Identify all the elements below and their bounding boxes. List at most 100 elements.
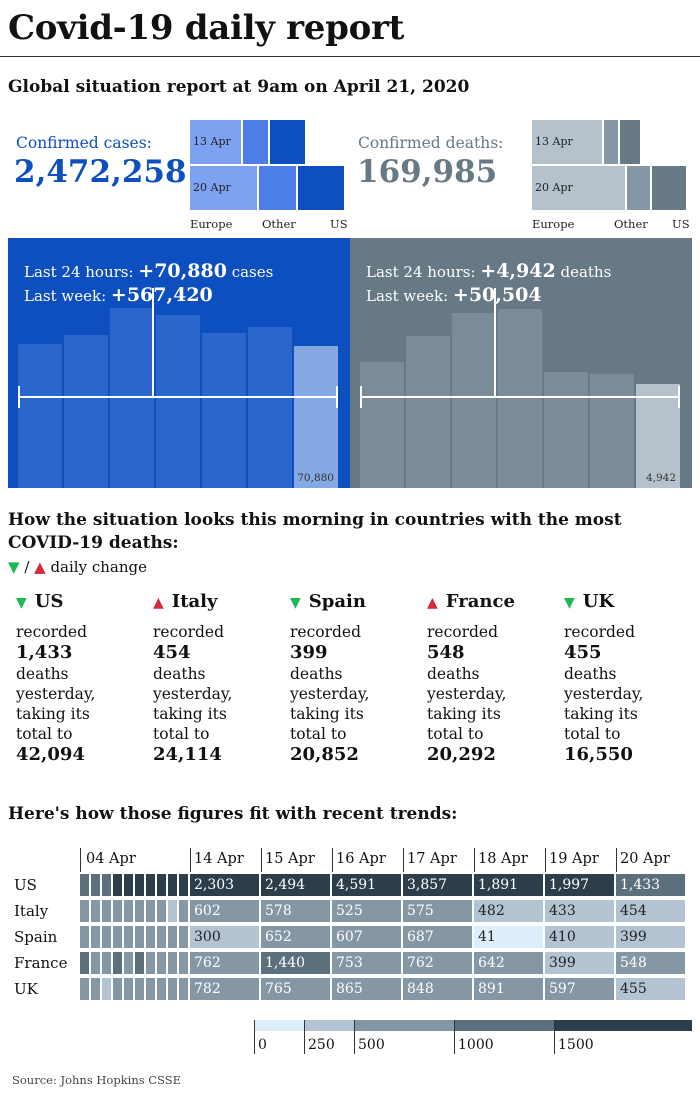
deaths-text: deaths (427, 665, 480, 683)
scale-swatch (454, 1020, 554, 1031)
deaths-daily-bar (452, 313, 496, 488)
heatmap-cell: 1,433 (616, 874, 685, 896)
deaths-text: deaths (564, 665, 617, 683)
date-separator (261, 848, 262, 872)
cases-week-line: Last week: +567,420 (24, 284, 213, 306)
row-label-spain: Spain (14, 928, 58, 946)
heatmap-cell (146, 978, 155, 1000)
taking-text: taking its (290, 705, 364, 723)
heatmap-cell-value: 652 (265, 929, 292, 945)
deaths-last-value-label: 4,942 (645, 472, 676, 484)
title-divider (0, 56, 700, 57)
heatmap-cell-value: 399 (549, 955, 576, 971)
date-header: 18 Apr (478, 851, 528, 867)
yesterday-text: yesterday, (153, 685, 233, 703)
deaths-text: deaths (16, 665, 69, 683)
heatmap-cell (168, 978, 177, 1000)
country-name: ▼ UK (564, 591, 694, 612)
heatmap-cell: 410 (545, 926, 614, 948)
country-name: ▲ Italy (153, 591, 283, 612)
heatmap-cell: 399 (545, 952, 614, 974)
heatmap-cell (91, 952, 100, 974)
heatmap-cell (91, 900, 100, 922)
date-separator (332, 848, 333, 872)
heatmap-cell: 765 (261, 978, 330, 1000)
deaths-daily-bar (406, 336, 450, 488)
total-to-text: total to (427, 725, 484, 743)
heatmap-cell (179, 900, 188, 922)
country-name-text: US (34, 591, 64, 612)
country-italy: ▲ Italy recorded 454 deaths yesterday, taking … (153, 591, 283, 766)
date-header: 04 Apr (86, 851, 136, 867)
heatmap-cell (168, 900, 177, 922)
taking-text: taking its (564, 705, 638, 723)
scale-tick-label: 250 (308, 1037, 335, 1053)
deaths-daily-bar (360, 362, 404, 488)
heatmap-cell-value: 1,891 (478, 877, 519, 893)
total-to-text: total to (290, 725, 347, 743)
deaths-text: deaths (290, 665, 343, 683)
heatmap-cell: 482 (474, 900, 543, 922)
heatmap-cell (135, 952, 144, 974)
deaths-24h-line: Last 24 hours: +4,942 deaths (366, 260, 612, 282)
deaths-axis-us: US (672, 217, 690, 231)
scale-tick-label: 1000 (458, 1037, 494, 1053)
heatmap-cell-value: 2,303 (194, 877, 235, 893)
heatmap-cell (179, 874, 188, 896)
heatmap-cell: 399 (616, 926, 685, 948)
heatmap-cell-value: 865 (336, 981, 363, 997)
heatmap-cell: 652 (261, 926, 330, 948)
heatmap-cell (157, 952, 166, 974)
scale-tick (454, 1020, 455, 1054)
deaths-row-label: 13 Apr (535, 135, 573, 148)
heatmap-cell: 525 (332, 900, 401, 922)
heatmap-cell-value: 607 (336, 929, 363, 945)
country-name-text: UK (582, 591, 615, 612)
page-title: Covid-19 daily report (8, 8, 404, 48)
deaths-daily-bar (498, 309, 542, 488)
deaths-axis-other: Other (614, 217, 648, 231)
deaths-us-segment (620, 120, 642, 164)
deaths-yesterday-value: 454 (153, 642, 191, 663)
deaths-axis-europe: Europe (532, 217, 575, 231)
up-arrow-icon: ▲ (34, 558, 46, 576)
spacer (290, 612, 420, 622)
heatmap-cell-value: 575 (407, 903, 434, 919)
heatmap-cell (168, 874, 177, 896)
heatmap-cell (179, 926, 188, 948)
row-label-us: US (14, 876, 37, 894)
heatmap-cell: 454 (616, 900, 685, 922)
scale-swatch (354, 1020, 454, 1031)
scale-tick (304, 1020, 305, 1054)
countries-heading: How the situation looks this morning in … (8, 510, 622, 553)
date-separator (474, 848, 475, 872)
heatmap-cell-value: 455 (620, 981, 647, 997)
heatmap-cell (179, 952, 188, 974)
heatmap-cell-value: 1,440 (265, 955, 306, 971)
scale-tick-label: 1500 (558, 1037, 594, 1053)
heatmap-cell-value: 41 (478, 929, 496, 945)
daily-change-legend: ▼ / ▲ daily change (8, 558, 147, 576)
country-name-text: Italy (171, 591, 218, 612)
spacer (153, 612, 283, 622)
heatmap-cell: 762 (403, 952, 472, 974)
yesterday-text: yesterday, (427, 685, 507, 703)
deaths-yesterday-value: 455 (564, 642, 602, 663)
total-deaths-value: 16,550 (564, 744, 633, 765)
heatmap-cell: 1,997 (545, 874, 614, 896)
heatmap-cell (102, 978, 111, 1000)
scale-tick (554, 1020, 555, 1054)
heatmap-cell (102, 900, 111, 922)
scale-tick (254, 1020, 255, 1054)
cases-daily-bar (202, 333, 246, 488)
deaths-europe-segment: 20 Apr (532, 166, 627, 210)
scale-tick (354, 1020, 355, 1054)
deaths-range-line (360, 396, 680, 398)
heatmap-cell (179, 978, 188, 1000)
cases-range-end-tick (336, 386, 338, 408)
date-separator (545, 848, 546, 872)
deaths-range-start-tick (360, 386, 362, 408)
cases-week-marker (152, 288, 154, 396)
recorded-text: recorded (16, 623, 88, 641)
heatmap-cell-value: 300 (194, 929, 221, 945)
